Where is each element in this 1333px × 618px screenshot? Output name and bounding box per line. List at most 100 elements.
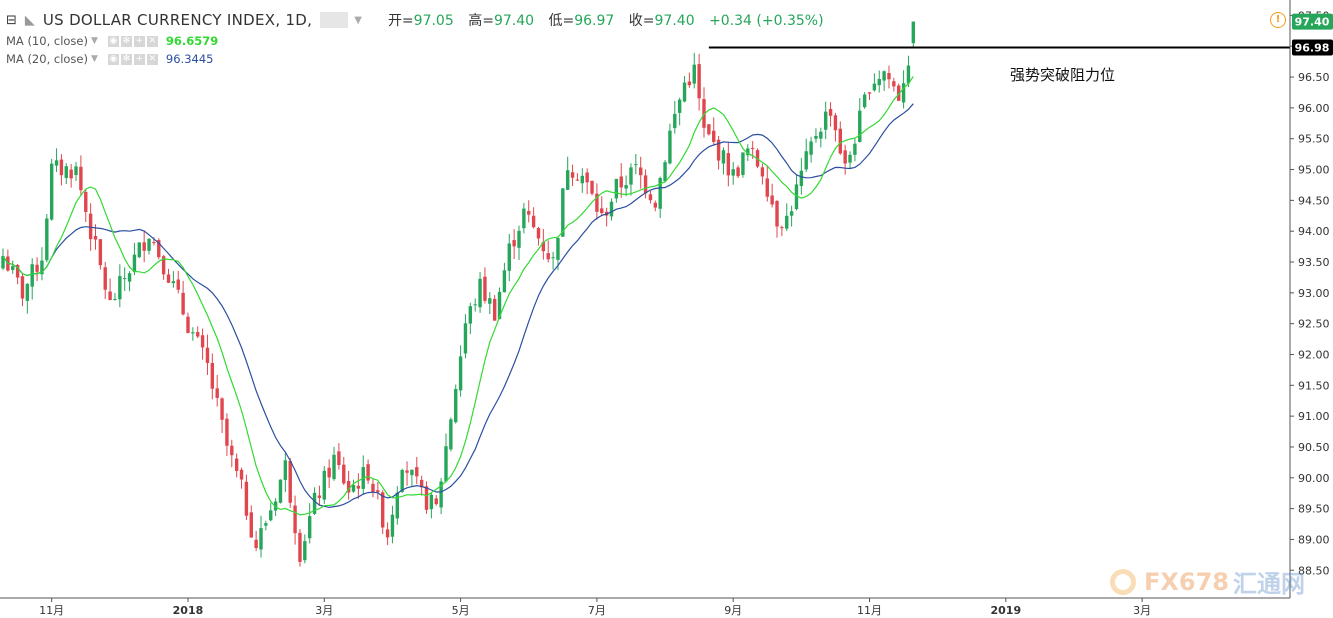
candle-body [872,83,877,91]
candle [59,154,64,186]
candle-body [278,479,283,503]
candle [215,374,219,407]
candle [424,481,429,514]
candle [322,466,326,504]
candle-body [741,152,745,175]
plus-icon[interactable]: + [133,35,145,47]
candle [137,242,142,259]
candle-body [264,523,268,526]
candle [580,168,584,193]
candle [458,345,463,397]
candle-body [307,516,312,539]
candle [765,165,769,202]
candle [79,155,83,197]
eye-icon[interactable]: ◉ [107,53,119,65]
candle-body [721,150,726,164]
candle-body [225,418,229,446]
candle [862,92,867,109]
candle-body [381,492,385,528]
candle [819,127,823,148]
candle [536,226,541,246]
candle-body [906,65,911,84]
candle-body [20,276,25,299]
candle [307,503,312,544]
candle-body [643,175,648,194]
candle-body [273,501,278,511]
eye-icon[interactable]: ◉ [107,35,119,47]
candle [454,384,458,424]
y-tick-label: 95.00 [1298,164,1330,177]
candle [317,485,322,506]
candle-body [127,273,132,282]
fx678-logo-icon [1110,568,1136,595]
candle-body [887,73,891,80]
candle-body [346,480,351,493]
ma20-legend[interactable]: MA (20, close) ▼ ◉ ✻ + ✕ 96.3445 [6,52,824,66]
candle-body [731,169,735,176]
candle-body [449,419,453,450]
candle [814,128,818,143]
candle-body [157,240,161,258]
symbol-logo-placeholder [320,12,349,28]
candle-body [658,178,662,209]
chevron-down-icon: ▼ [90,36,98,46]
candle-body [502,270,507,293]
candle-body [624,185,628,189]
candle-body [337,451,341,466]
candle [45,213,49,263]
plus-icon[interactable]: + [133,53,145,65]
candle [356,473,361,499]
candle [789,205,794,227]
candle-body [93,235,98,240]
candle-body [522,208,526,229]
x-tick-label: 7月 [588,604,606,617]
ma10-legend[interactable]: MA (10, close) ▼ ◉ ✻ + ✕ 96.6579 [6,34,824,48]
symbol-flag-icon: ◣ [24,12,35,28]
candle [848,151,852,169]
candle-body [410,469,414,476]
close-icon[interactable]: ✕ [146,35,158,47]
chevron-down-icon[interactable]: ▼ [354,14,362,26]
candle [444,433,448,483]
candle [697,53,701,111]
candle [371,479,375,498]
candle [775,199,779,238]
candle-body [668,130,672,164]
candle [643,169,648,199]
candle [400,468,404,494]
candle [288,457,292,509]
candle [853,138,857,162]
candle [595,183,599,220]
candle-body [395,492,400,519]
candle-body [848,154,852,163]
candle [381,490,385,535]
candle [84,188,88,223]
gear-icon[interactable]: ✻ [120,35,132,47]
candle-body [541,242,546,252]
candle-body [512,240,516,247]
candle-body [561,188,565,237]
close-icon[interactable]: ✕ [146,53,158,65]
candle [346,470,351,500]
alert-icon[interactable]: ! [1270,12,1286,28]
candle-body [585,172,589,183]
candle [157,238,161,260]
candle-body [79,166,83,191]
candle-body [595,193,599,212]
candle [468,302,473,335]
candle-body [789,211,794,216]
candle [746,144,750,162]
candle [838,121,842,155]
chart-title: US DOLLAR CURRENCY INDEX, 1D, [42,11,313,29]
candle [234,453,239,478]
candle-body [712,130,716,142]
ma20-label: MA (20, close) [6,52,88,66]
candle-body [269,510,273,521]
candle-body [312,492,317,514]
gear-icon[interactable]: ✻ [120,53,132,65]
watermark: FX678 汇通网 [1110,564,1305,599]
candle [351,479,356,493]
candle [337,443,341,470]
collapse-icon[interactable]: ⊟ [6,12,17,28]
